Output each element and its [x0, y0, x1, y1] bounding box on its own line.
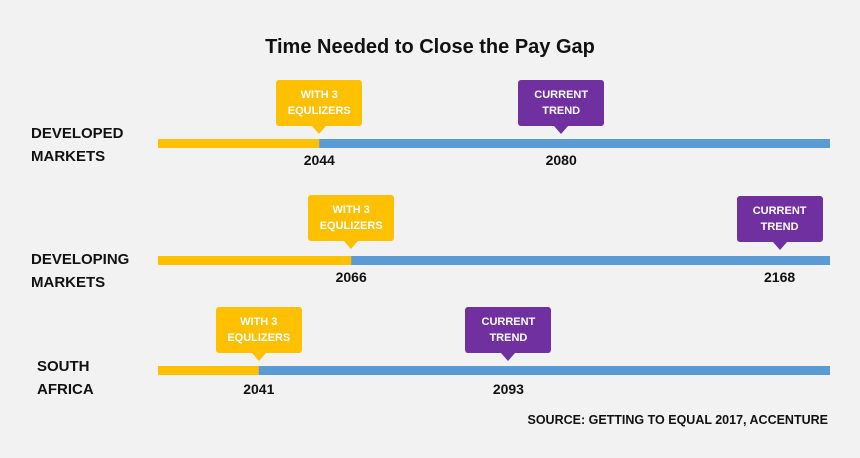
year-label-equalizers-south-africa: 2041	[243, 381, 275, 397]
callout-equalizers-developing-markets: WITH 3 EQULIZERS	[308, 195, 395, 241]
callout-equalizers-south-africa: WITH 3 EQULIZERS	[215, 307, 302, 353]
bar-equalizers-developed-markets	[158, 139, 320, 148]
bar-current-trend-developed-markets	[158, 139, 830, 148]
bar-equalizers-developing-markets	[158, 256, 352, 265]
year-label-equalizers-developed-markets: 2044	[303, 152, 335, 168]
year-label-current-trend-developing-markets: 2168	[764, 269, 796, 285]
callout-current-trend-developed-markets: CURRENT TREND	[518, 80, 605, 126]
callout-current-trend-developing-markets: CURRENT TREND	[736, 196, 823, 242]
chart-title: Time Needed to Close the Pay Gap	[265, 36, 595, 58]
source-note: SOURCE: GETTING TO EQUAL 2017, ACCENTURE	[527, 413, 828, 427]
callout-current-trend-south-africa: CURRENT TREND	[465, 307, 552, 353]
bar-current-trend-developing-markets	[158, 256, 830, 265]
row-label-developing-markets: DEVELOPING MARKETS	[31, 251, 130, 291]
row-label-developed-markets: DEVELOPED MARKETS	[31, 125, 124, 165]
row-label-south-africa: SOUTH AFRICA	[37, 358, 94, 398]
year-label-equalizers-developing-markets: 2066	[335, 269, 367, 285]
callout-equalizers-developed-markets: WITH 3 EQULIZERS	[276, 80, 363, 126]
year-label-current-trend-developed-markets: 2080	[545, 152, 577, 168]
bar-current-trend-south-africa	[158, 366, 830, 375]
bar-equalizers-south-africa	[158, 366, 259, 375]
year-label-current-trend-south-africa: 2093	[492, 381, 524, 397]
